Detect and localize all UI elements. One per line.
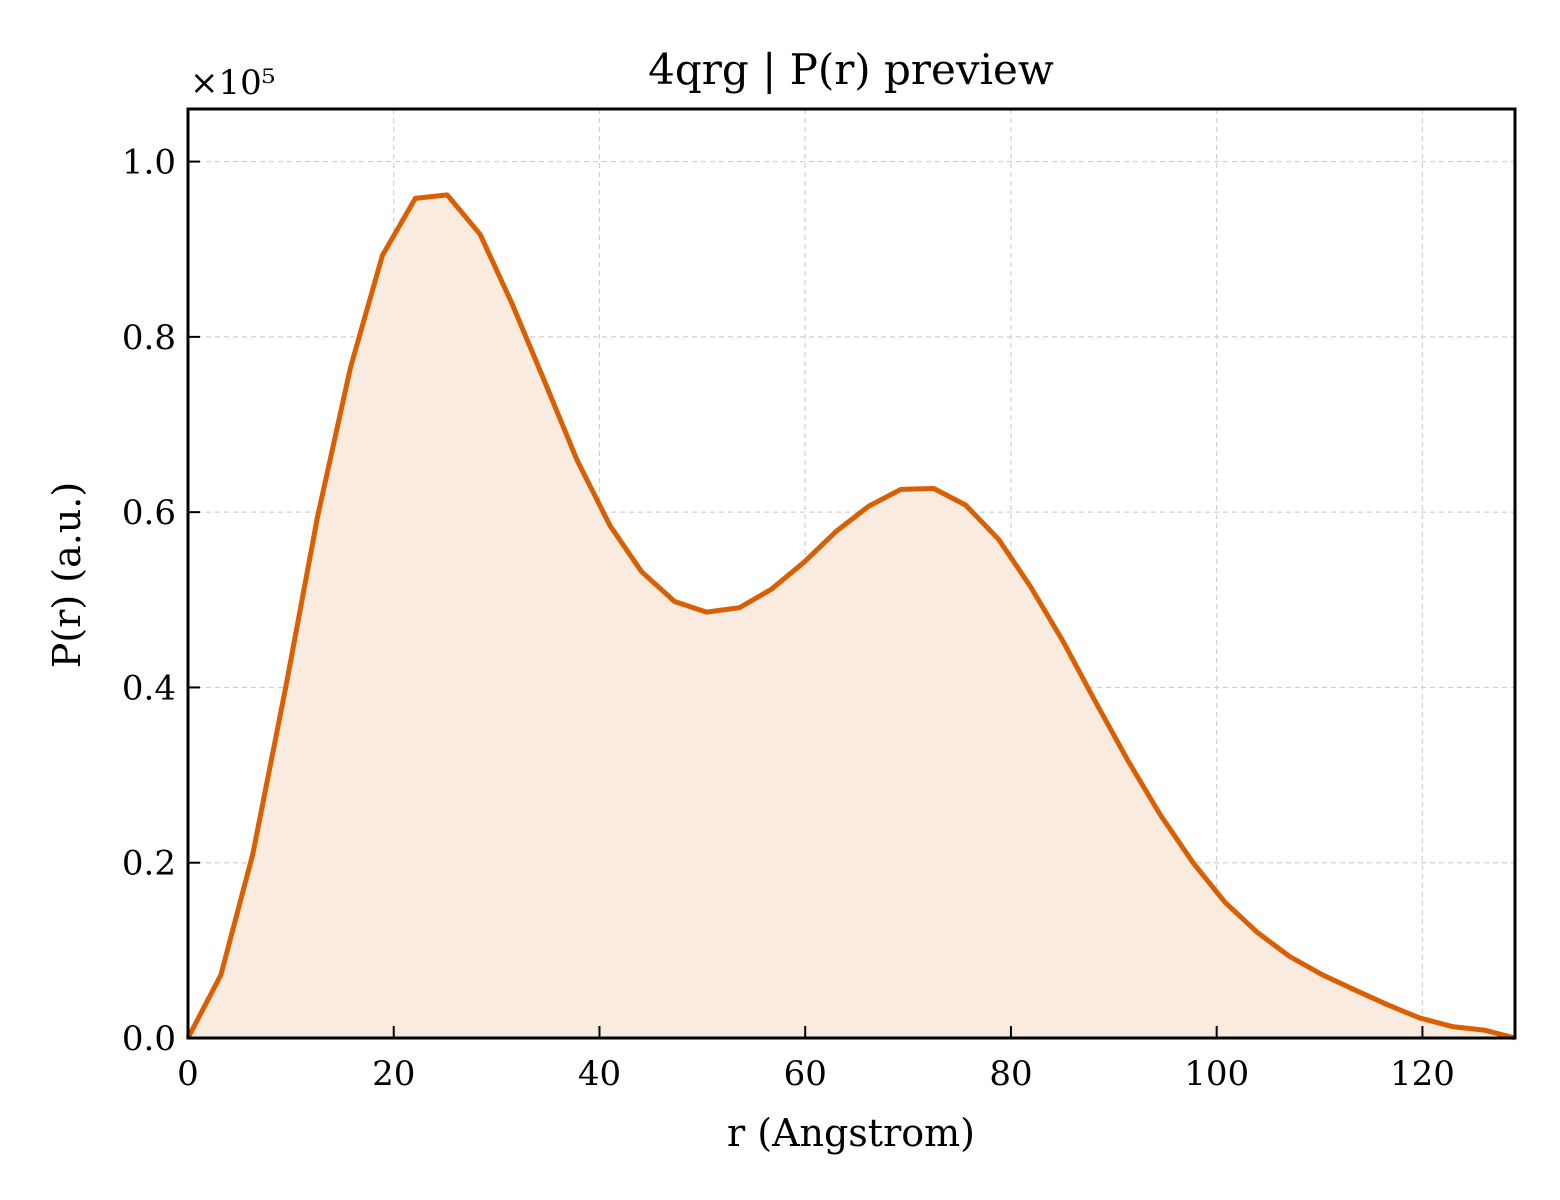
y-tick-label: 1.0 [122, 143, 176, 183]
y-axis-multiplier: ×10⁵ [190, 63, 275, 103]
y-tick-label: 0.8 [122, 318, 176, 358]
chart-title: 4qrg | P(r) preview [648, 45, 1054, 94]
y-axis-label: P(r) (a.u.) [45, 482, 89, 668]
x-tick-label: 40 [578, 1054, 621, 1094]
y-tick-label: 0.4 [122, 668, 176, 708]
x-tick-label: 80 [989, 1054, 1032, 1094]
x-tick-label: 100 [1184, 1054, 1249, 1094]
x-tick-label: 60 [784, 1054, 827, 1094]
x-tick-label: 20 [372, 1054, 415, 1094]
plot-frame [186, 107, 1517, 1040]
y-tick-label: 0.0 [122, 1019, 176, 1059]
x-axis-label: r (Angstrom) [727, 1111, 975, 1155]
pr-area-fill [188, 194, 1515, 1038]
x-tick-label: 0 [177, 1054, 199, 1094]
axis-ticks: 0 20 40 60 80 100 120 0.0 0.2 0.4 0.6 0.8 1.0 [122, 143, 1455, 1094]
pr-line [185, 192, 1516, 1041]
x-tick-label: 120 [1390, 1054, 1455, 1094]
y-tick-label: 0.2 [122, 844, 176, 884]
y-tick-label: 0.6 [122, 493, 176, 533]
